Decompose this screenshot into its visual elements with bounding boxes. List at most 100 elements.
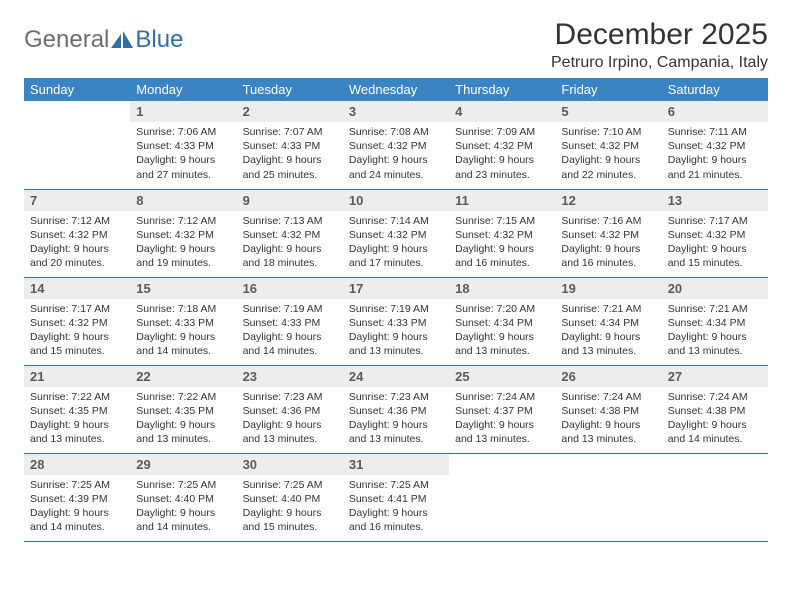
day-details: Sunrise: 7:20 AMSunset: 4:34 PMDaylight:… xyxy=(449,299,555,365)
day-number: 3 xyxy=(343,101,449,122)
day-details: Sunrise: 7:13 AMSunset: 4:32 PMDaylight:… xyxy=(237,211,343,277)
day-number xyxy=(24,101,130,107)
calendar-day-cell: 20Sunrise: 7:21 AMSunset: 4:34 PMDayligh… xyxy=(662,277,768,365)
calendar-table: Sunday Monday Tuesday Wednesday Thursday… xyxy=(24,78,768,542)
calendar-week-row: 1Sunrise: 7:06 AMSunset: 4:33 PMDaylight… xyxy=(24,101,768,189)
calendar-day-cell: 12Sunrise: 7:16 AMSunset: 4:32 PMDayligh… xyxy=(555,189,661,277)
day-number: 20 xyxy=(662,278,768,299)
calendar-day-cell: 21Sunrise: 7:22 AMSunset: 4:35 PMDayligh… xyxy=(24,365,130,453)
day-details: Sunrise: 7:08 AMSunset: 4:32 PMDaylight:… xyxy=(343,122,449,188)
calendar-day-cell: 31Sunrise: 7:25 AMSunset: 4:41 PMDayligh… xyxy=(343,453,449,541)
day-number: 12 xyxy=(555,190,661,211)
calendar-day-cell: 28Sunrise: 7:25 AMSunset: 4:39 PMDayligh… xyxy=(24,453,130,541)
day-details: Sunrise: 7:21 AMSunset: 4:34 PMDaylight:… xyxy=(555,299,661,365)
weekday-header-row: Sunday Monday Tuesday Wednesday Thursday… xyxy=(24,78,768,101)
day-details: Sunrise: 7:16 AMSunset: 4:32 PMDaylight:… xyxy=(555,211,661,277)
calendar-day-cell: 6Sunrise: 7:11 AMSunset: 4:32 PMDaylight… xyxy=(662,101,768,189)
calendar-day-cell: 17Sunrise: 7:19 AMSunset: 4:33 PMDayligh… xyxy=(343,277,449,365)
calendar-day-cell: 18Sunrise: 7:20 AMSunset: 4:34 PMDayligh… xyxy=(449,277,555,365)
day-number: 25 xyxy=(449,366,555,387)
calendar-day-cell: 24Sunrise: 7:23 AMSunset: 4:36 PMDayligh… xyxy=(343,365,449,453)
calendar-week-row: 21Sunrise: 7:22 AMSunset: 4:35 PMDayligh… xyxy=(24,365,768,453)
day-details: Sunrise: 7:19 AMSunset: 4:33 PMDaylight:… xyxy=(237,299,343,365)
day-details: Sunrise: 7:11 AMSunset: 4:32 PMDaylight:… xyxy=(662,122,768,188)
day-number: 2 xyxy=(237,101,343,122)
day-number: 17 xyxy=(343,278,449,299)
day-details: Sunrise: 7:24 AMSunset: 4:38 PMDaylight:… xyxy=(555,387,661,453)
day-number xyxy=(662,454,768,460)
page-title: December 2025 xyxy=(551,18,768,52)
day-number: 23 xyxy=(237,366,343,387)
calendar-day-cell: 8Sunrise: 7:12 AMSunset: 4:32 PMDaylight… xyxy=(130,189,236,277)
day-details: Sunrise: 7:15 AMSunset: 4:32 PMDaylight:… xyxy=(449,211,555,277)
day-details: Sunrise: 7:25 AMSunset: 4:41 PMDaylight:… xyxy=(343,475,449,541)
day-number: 16 xyxy=(237,278,343,299)
calendar-day-cell: 2Sunrise: 7:07 AMSunset: 4:33 PMDaylight… xyxy=(237,101,343,189)
day-number: 27 xyxy=(662,366,768,387)
calendar-day-cell: 13Sunrise: 7:17 AMSunset: 4:32 PMDayligh… xyxy=(662,189,768,277)
day-details: Sunrise: 7:25 AMSunset: 4:39 PMDaylight:… xyxy=(24,475,130,541)
logo: General Blue xyxy=(24,18,183,54)
day-details: Sunrise: 7:25 AMSunset: 4:40 PMDaylight:… xyxy=(130,475,236,541)
day-number: 10 xyxy=(343,190,449,211)
day-number: 4 xyxy=(449,101,555,122)
weekday-header: Friday xyxy=(555,78,661,101)
day-number: 7 xyxy=(24,190,130,211)
day-number: 5 xyxy=(555,101,661,122)
day-details: Sunrise: 7:25 AMSunset: 4:40 PMDaylight:… xyxy=(237,475,343,541)
calendar-day-cell: 30Sunrise: 7:25 AMSunset: 4:40 PMDayligh… xyxy=(237,453,343,541)
weekday-header: Sunday xyxy=(24,78,130,101)
weekday-header: Saturday xyxy=(662,78,768,101)
calendar-day-cell: 25Sunrise: 7:24 AMSunset: 4:37 PMDayligh… xyxy=(449,365,555,453)
calendar-day-cell: 22Sunrise: 7:22 AMSunset: 4:35 PMDayligh… xyxy=(130,365,236,453)
calendar-week-row: 14Sunrise: 7:17 AMSunset: 4:32 PMDayligh… xyxy=(24,277,768,365)
calendar-day-cell: 14Sunrise: 7:17 AMSunset: 4:32 PMDayligh… xyxy=(24,277,130,365)
day-number: 31 xyxy=(343,454,449,475)
day-details: Sunrise: 7:19 AMSunset: 4:33 PMDaylight:… xyxy=(343,299,449,365)
calendar-day-cell xyxy=(449,453,555,541)
day-number: 22 xyxy=(130,366,236,387)
calendar-page: General Blue December 2025 Petruro Irpin… xyxy=(0,0,792,560)
calendar-day-cell: 5Sunrise: 7:10 AMSunset: 4:32 PMDaylight… xyxy=(555,101,661,189)
day-number: 21 xyxy=(24,366,130,387)
day-details: Sunrise: 7:21 AMSunset: 4:34 PMDaylight:… xyxy=(662,299,768,365)
day-details: Sunrise: 7:24 AMSunset: 4:38 PMDaylight:… xyxy=(662,387,768,453)
calendar-day-cell xyxy=(555,453,661,541)
day-details: Sunrise: 7:09 AMSunset: 4:32 PMDaylight:… xyxy=(449,122,555,188)
day-number: 15 xyxy=(130,278,236,299)
day-number: 9 xyxy=(237,190,343,211)
day-number xyxy=(555,454,661,460)
day-number: 14 xyxy=(24,278,130,299)
header: General Blue December 2025 Petruro Irpin… xyxy=(24,18,768,72)
logo-word-1: General xyxy=(24,26,109,54)
day-details: Sunrise: 7:17 AMSunset: 4:32 PMDaylight:… xyxy=(24,299,130,365)
weekday-header: Wednesday xyxy=(343,78,449,101)
day-number: 8 xyxy=(130,190,236,211)
calendar-day-cell: 10Sunrise: 7:14 AMSunset: 4:32 PMDayligh… xyxy=(343,189,449,277)
calendar-day-cell: 23Sunrise: 7:23 AMSunset: 4:36 PMDayligh… xyxy=(237,365,343,453)
day-number: 11 xyxy=(449,190,555,211)
day-details: Sunrise: 7:06 AMSunset: 4:33 PMDaylight:… xyxy=(130,122,236,188)
calendar-day-cell: 7Sunrise: 7:12 AMSunset: 4:32 PMDaylight… xyxy=(24,189,130,277)
day-details: Sunrise: 7:17 AMSunset: 4:32 PMDaylight:… xyxy=(662,211,768,277)
day-number: 19 xyxy=(555,278,661,299)
day-details: Sunrise: 7:12 AMSunset: 4:32 PMDaylight:… xyxy=(24,211,130,277)
calendar-day-cell: 26Sunrise: 7:24 AMSunset: 4:38 PMDayligh… xyxy=(555,365,661,453)
calendar-body: 1Sunrise: 7:06 AMSunset: 4:33 PMDaylight… xyxy=(24,101,768,541)
day-details: Sunrise: 7:23 AMSunset: 4:36 PMDaylight:… xyxy=(237,387,343,453)
calendar-day-cell: 1Sunrise: 7:06 AMSunset: 4:33 PMDaylight… xyxy=(130,101,236,189)
day-number: 18 xyxy=(449,278,555,299)
day-number: 13 xyxy=(662,190,768,211)
day-number xyxy=(449,454,555,460)
day-number: 28 xyxy=(24,454,130,475)
calendar-week-row: 7Sunrise: 7:12 AMSunset: 4:32 PMDaylight… xyxy=(24,189,768,277)
day-number: 24 xyxy=(343,366,449,387)
day-details: Sunrise: 7:24 AMSunset: 4:37 PMDaylight:… xyxy=(449,387,555,453)
calendar-day-cell xyxy=(24,101,130,189)
weekday-header: Tuesday xyxy=(237,78,343,101)
calendar-day-cell: 9Sunrise: 7:13 AMSunset: 4:32 PMDaylight… xyxy=(237,189,343,277)
weekday-header: Monday xyxy=(130,78,236,101)
weekday-header: Thursday xyxy=(449,78,555,101)
day-details: Sunrise: 7:22 AMSunset: 4:35 PMDaylight:… xyxy=(24,387,130,453)
day-details: Sunrise: 7:10 AMSunset: 4:32 PMDaylight:… xyxy=(555,122,661,188)
